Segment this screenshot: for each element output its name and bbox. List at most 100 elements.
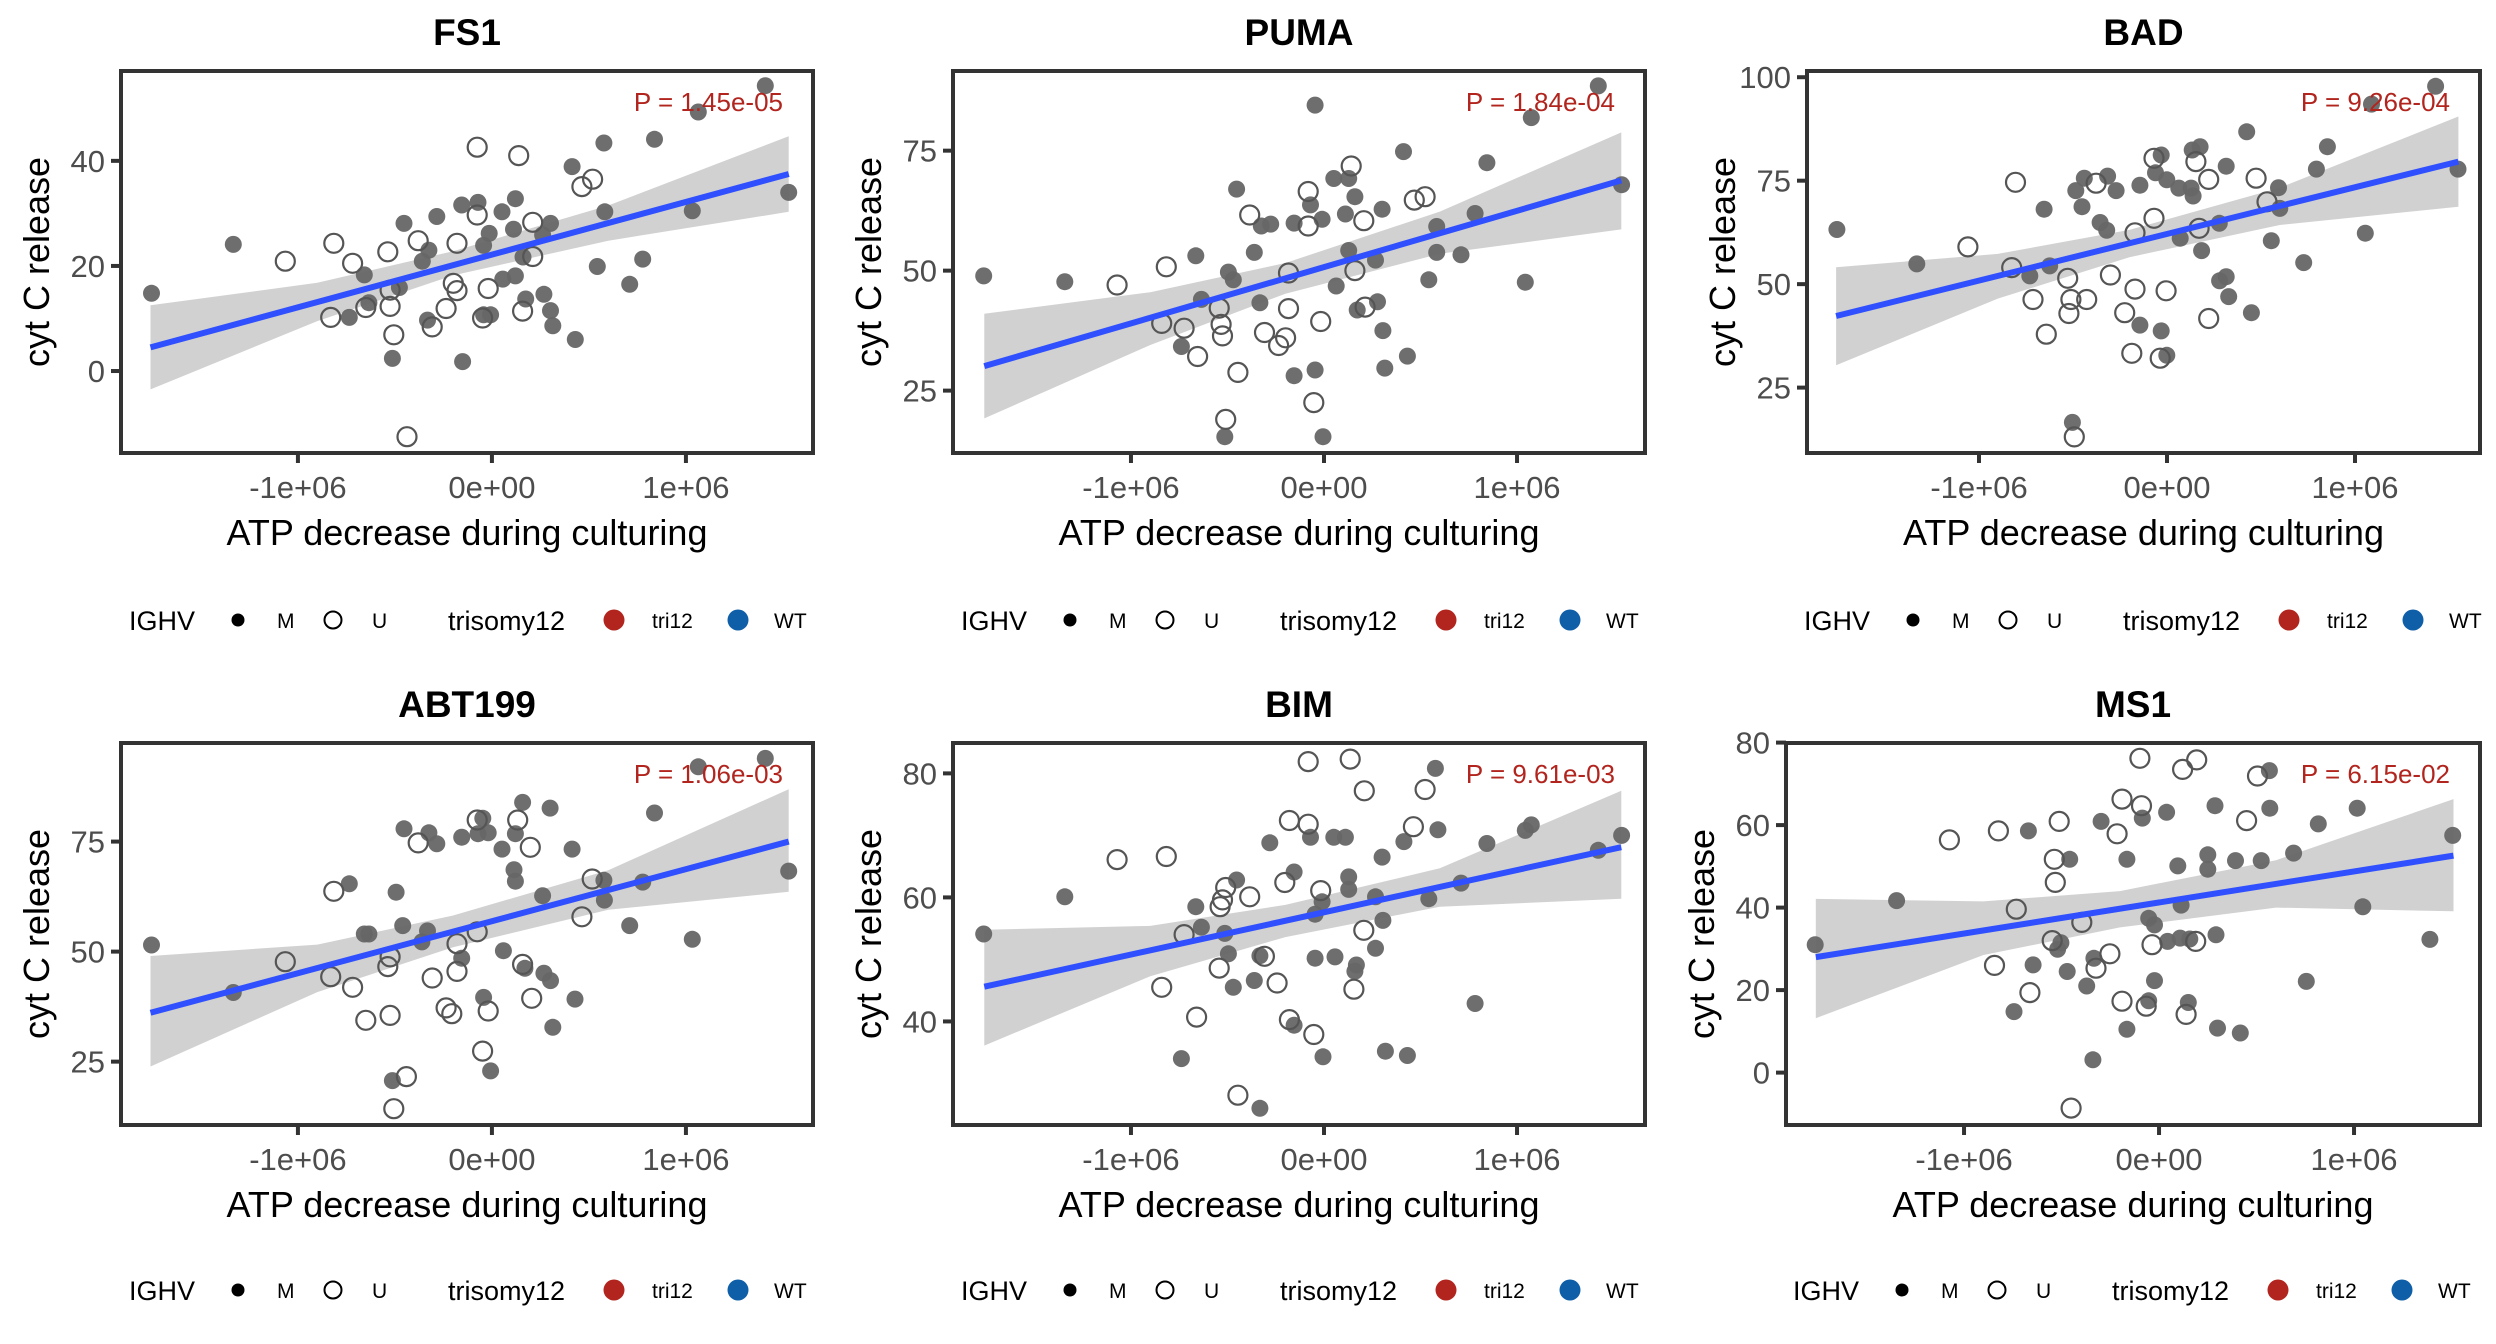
legend-label-tri12: tri12 bbox=[652, 1280, 693, 1303]
data-point-m bbox=[1340, 170, 1358, 187]
data-point-m bbox=[1522, 109, 1540, 127]
data-point-m bbox=[1374, 911, 1392, 929]
legend-label-wt: WT bbox=[2449, 610, 2482, 633]
data-point-m bbox=[2158, 171, 2176, 189]
legend-label-u: U bbox=[372, 1280, 387, 1303]
plot-area bbox=[143, 749, 798, 1120]
data-point-u bbox=[521, 987, 543, 1009]
data-point-u bbox=[1938, 829, 1961, 851]
panel-frame bbox=[1805, 69, 2482, 455]
data-point-m bbox=[544, 1018, 562, 1036]
legend-label-u: U bbox=[2047, 610, 2062, 633]
data-point-m bbox=[2297, 972, 2315, 990]
data-point-m bbox=[1306, 96, 1324, 114]
legend-tri12-dot-icon bbox=[603, 1279, 625, 1301]
data-point-m bbox=[506, 190, 524, 208]
x-tick-label: 1e+06 bbox=[1473, 470, 1560, 505]
data-point-u bbox=[2172, 758, 2194, 781]
data-point-u bbox=[2106, 823, 2128, 845]
data-point-m bbox=[1172, 338, 1190, 355]
y-axis-title: cyt C release bbox=[16, 157, 57, 367]
data-point-u bbox=[441, 1003, 463, 1025]
data-point-u bbox=[2114, 302, 2136, 324]
regression-line bbox=[149, 171, 790, 351]
legend-tri12-dot-icon bbox=[1435, 1279, 1457, 1301]
data-point-u bbox=[2245, 167, 2267, 189]
data-point-u bbox=[379, 1004, 401, 1027]
legend-label-wt: WT bbox=[774, 610, 807, 633]
x-tick-label: 1e+06 bbox=[2310, 1142, 2397, 1177]
panel-title: ABT199 bbox=[398, 684, 536, 725]
data-point-m bbox=[2152, 146, 2170, 164]
data-point-u bbox=[446, 960, 468, 983]
data-point-m bbox=[2019, 822, 2037, 840]
legend-filled-circle-icon bbox=[231, 613, 245, 627]
data-point-m bbox=[1340, 868, 1358, 886]
data-point-m bbox=[2295, 254, 2313, 272]
legend-tri12-dot-icon bbox=[2278, 609, 2300, 631]
legend-label-u: U bbox=[2036, 1280, 2051, 1303]
data-point-u bbox=[1339, 748, 1361, 770]
data-point-m bbox=[2261, 799, 2279, 817]
data-point-m bbox=[1908, 255, 1926, 273]
legend-title-ighv: IGHV bbox=[129, 1276, 195, 1306]
data-point-m bbox=[340, 875, 358, 893]
data-point-u bbox=[421, 316, 443, 338]
data-point-m bbox=[1376, 1042, 1394, 1060]
legend-label-wt: WT bbox=[2438, 1280, 2471, 1303]
data-point-m bbox=[1219, 945, 1237, 963]
data-point-m bbox=[646, 130, 663, 148]
panel-frame bbox=[951, 69, 1647, 455]
data-point-m bbox=[1325, 170, 1343, 187]
x-tick-label: 0e+00 bbox=[2123, 470, 2210, 505]
data-point-m bbox=[2107, 182, 2125, 200]
legend-label-wt: WT bbox=[774, 1280, 807, 1303]
plot-area bbox=[143, 77, 798, 448]
data-point-m bbox=[2199, 860, 2217, 878]
data-point-m bbox=[2356, 224, 2374, 242]
data-point-m bbox=[2169, 857, 2187, 875]
panel-abt199: P = 1.06e-03 ABT199 -1e+06 0e+00 1e+06 25 50 75… bbox=[16, 684, 815, 1306]
data-point-u bbox=[1173, 317, 1195, 339]
data-point-m bbox=[505, 220, 522, 238]
data-point-u bbox=[2121, 342, 2143, 364]
regression-line bbox=[149, 838, 790, 1016]
y-axis-title: cyt C release bbox=[848, 829, 889, 1039]
data-point-u bbox=[1239, 204, 1261, 226]
panel-puma: P = 1.84e-04 PUMA -1e+06 0e+00 1e+06 25 50 75 AT… bbox=[848, 12, 1647, 636]
data-point-m bbox=[563, 158, 581, 176]
data-point-m bbox=[419, 311, 436, 329]
data-point-m bbox=[2444, 826, 2462, 844]
legend-open-circle-icon bbox=[1998, 610, 2018, 630]
y-tick-label: 50 bbox=[903, 254, 937, 289]
data-point-m bbox=[143, 284, 160, 302]
data-point-u bbox=[2058, 302, 2080, 325]
data-point-m bbox=[2262, 232, 2280, 250]
data-point-u bbox=[1227, 1084, 1249, 1106]
data-point-m bbox=[395, 820, 413, 838]
data-point-u bbox=[2063, 426, 2085, 448]
data-point-u bbox=[2198, 307, 2220, 330]
y-tick-label: 50 bbox=[71, 935, 105, 970]
legend-wt-dot-icon bbox=[727, 1279, 749, 1301]
legend-title-ighv: IGHV bbox=[1804, 606, 1870, 636]
x-tick-label: 0e+00 bbox=[448, 1142, 535, 1177]
data-point-m bbox=[493, 203, 511, 221]
legend-title-ighv: IGHV bbox=[961, 1276, 1027, 1306]
pvalue-annotation: P = 9.26e-04 bbox=[2301, 87, 2450, 117]
data-point-u bbox=[1297, 180, 1319, 203]
data-point-u bbox=[2236, 809, 2258, 832]
data-point-u bbox=[2155, 280, 2177, 302]
data-point-m bbox=[2318, 138, 2336, 156]
data-point-u bbox=[1983, 954, 2006, 977]
data-point-m bbox=[2217, 157, 2235, 175]
pvalue-annotation: P = 1.06e-03 bbox=[634, 759, 783, 789]
x-tick-label: 0e+00 bbox=[2115, 1142, 2202, 1177]
data-point-m bbox=[1314, 428, 1332, 446]
data-point-m bbox=[1172, 1050, 1190, 1068]
plot-area bbox=[975, 748, 1631, 1117]
y-tick-label: 80 bbox=[903, 756, 937, 791]
data-point-u bbox=[1278, 809, 1301, 832]
data-point-m bbox=[1429, 821, 1447, 839]
y-tick-label: 75 bbox=[71, 825, 105, 860]
